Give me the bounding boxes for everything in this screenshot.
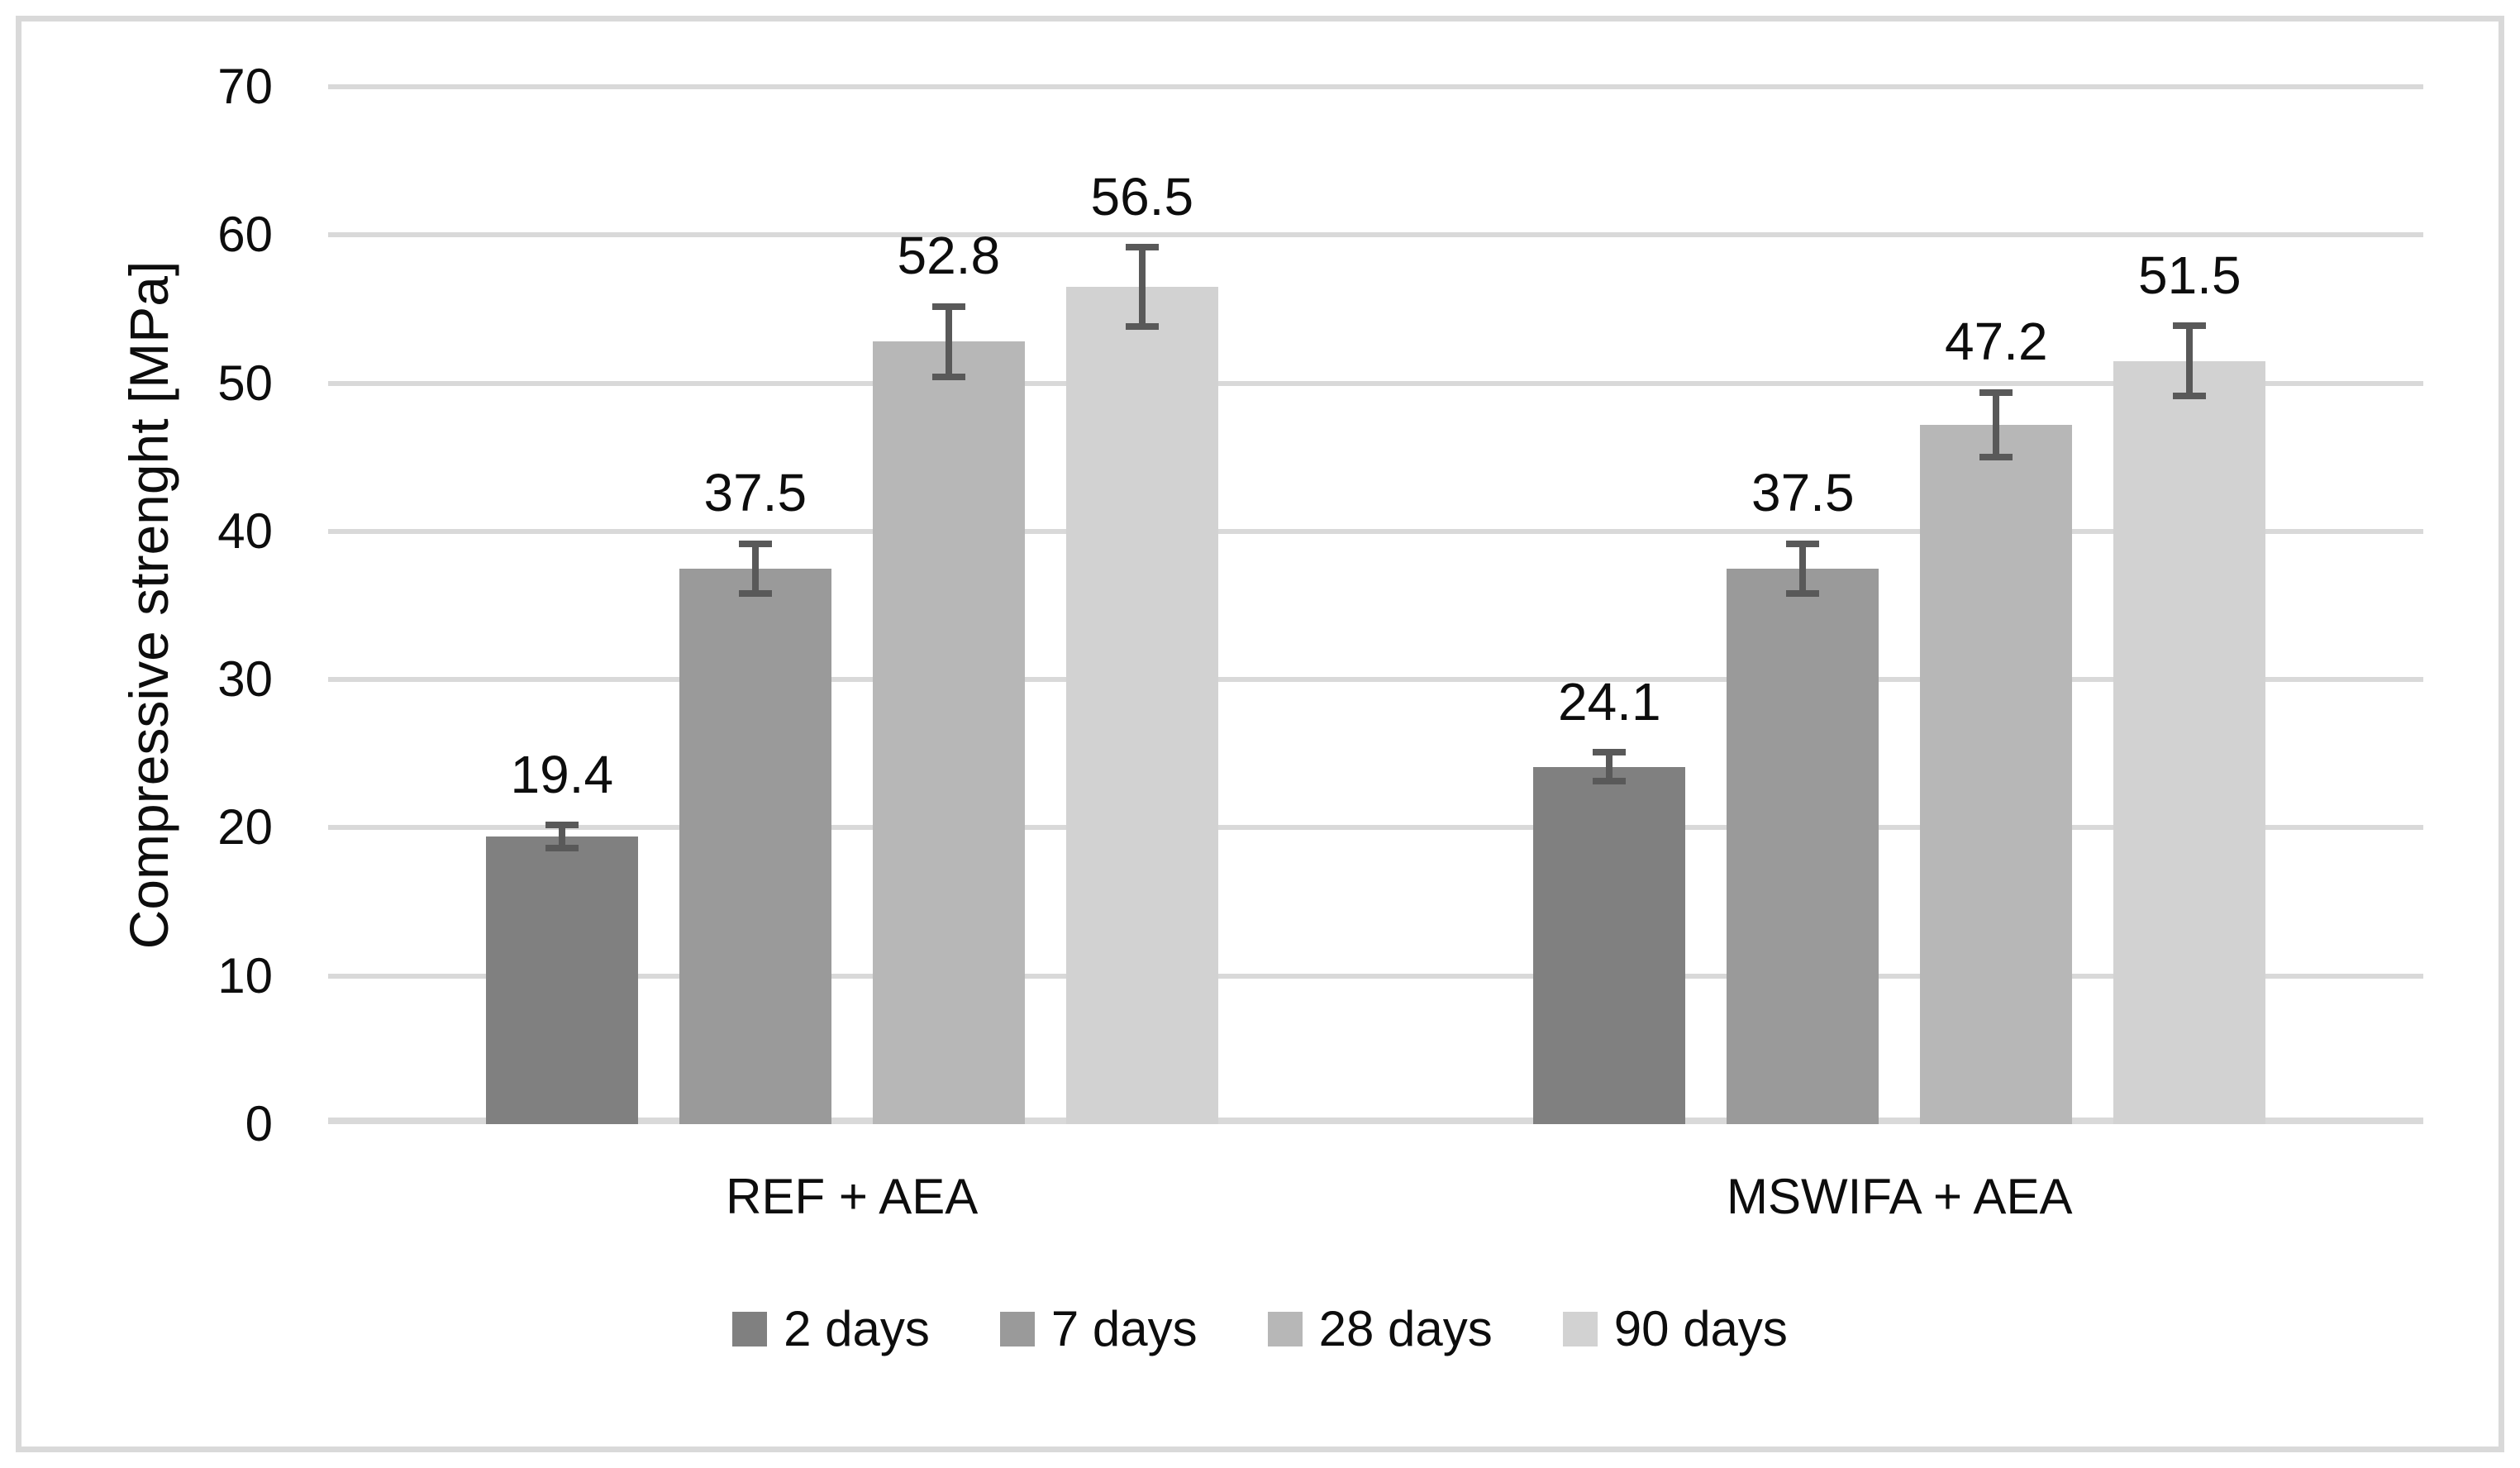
bar-value-label: 37.5 <box>1751 463 1855 523</box>
y-tick-label: 20 <box>217 799 273 856</box>
error-bar-stem <box>558 828 565 846</box>
bar-slot: 24.1 <box>1533 673 1686 1124</box>
figure-border <box>16 16 2504 1452</box>
legend-swatch-icon <box>732 1312 768 1346</box>
bar-7-days <box>1727 568 1879 1124</box>
bar-value-label: 37.5 <box>703 463 807 523</box>
bar-value-label: 52.8 <box>897 226 1001 286</box>
bar-90-days <box>2113 360 2266 1124</box>
error-bar <box>2173 322 2207 400</box>
category-label: MSWIFA + AEA <box>1727 1169 2073 1224</box>
bar-value-label: 47.2 <box>1944 312 2048 372</box>
bar-slot: 56.5 <box>1065 167 1218 1124</box>
legend-item-90-days: 90 days <box>1562 1301 1788 1356</box>
error-bar-stem <box>1606 755 1613 779</box>
bar-value-label: 24.1 <box>1557 672 1661 732</box>
error-bar-stem <box>2186 329 2194 393</box>
gridline <box>328 84 2423 89</box>
bar-value-label: 56.5 <box>1090 166 1194 226</box>
bar-slot: 37.5 <box>679 464 831 1124</box>
error-bar <box>931 303 965 380</box>
bar-90-days <box>1065 287 1218 1124</box>
bar-7-days <box>679 568 831 1124</box>
legend-label: 7 days <box>1050 1301 1198 1356</box>
gridline <box>328 380 2423 386</box>
category-label: REF + AEA <box>726 1169 979 1224</box>
x-axis-category-labels: REF + AEA MSWIFA + AEA <box>328 1167 2423 1227</box>
bar-slot: 52.8 <box>872 226 1025 1124</box>
error-bar-stem <box>1993 395 2000 454</box>
bar-28-days <box>1920 424 2073 1124</box>
y-tick-label: 50 <box>217 355 273 411</box>
gridline <box>328 677 2423 683</box>
error-bar <box>1786 540 1820 597</box>
bar-group-mswifa-aea: 24.1 37.5 47.2 51.5 <box>1376 87 2424 1124</box>
y-tick-label: 30 <box>217 651 273 708</box>
y-tick-label: 10 <box>217 947 273 1003</box>
error-bar <box>1125 244 1159 331</box>
error-bar <box>738 540 772 597</box>
legend-label: 28 days <box>1318 1301 1493 1356</box>
legend-swatch-icon <box>1562 1312 1598 1346</box>
bar-2-days <box>1533 766 1686 1124</box>
legend-item-7-days: 7 days <box>999 1301 1198 1356</box>
bar-2-days <box>485 836 638 1124</box>
error-bar-stem <box>751 546 759 590</box>
y-tick-label: 70 <box>217 59 273 114</box>
error-bar-stem <box>1138 250 1146 324</box>
error-bar-stem <box>945 309 952 374</box>
gridline <box>328 973 2423 979</box>
x-axis-line <box>328 1118 2423 1124</box>
bar-slot: 47.2 <box>1920 312 2073 1124</box>
bar-slot: 51.5 <box>2113 245 2266 1124</box>
bar-slot: 19.4 <box>485 745 638 1124</box>
bar-group-ref-aea: 19.4 37.5 52.8 56.5 <box>328 87 1376 1124</box>
error-bar-stem <box>1799 546 1807 590</box>
legend-item-28-days: 28 days <box>1267 1301 1493 1356</box>
error-bar <box>1593 749 1627 785</box>
gridline <box>328 825 2423 831</box>
error-bar <box>545 822 579 852</box>
bar-value-label: 19.4 <box>510 744 614 804</box>
bar-value-label: 51.5 <box>2137 245 2241 305</box>
legend-swatch-icon <box>999 1312 1035 1346</box>
error-bar <box>1979 388 2013 460</box>
legend-item-2-days: 2 days <box>732 1304 930 1354</box>
legend-swatch-icon <box>1267 1312 1303 1346</box>
y-tick-label: 60 <box>217 207 273 263</box>
gridline <box>328 528 2423 534</box>
legend-label: 90 days <box>1613 1301 1788 1356</box>
bar-28-days <box>872 341 1025 1124</box>
legend: 2 days 7 days 28 days 90 days <box>0 1304 2520 1354</box>
y-tick-label: 0 <box>245 1096 273 1151</box>
y-tick-label: 40 <box>217 503 273 559</box>
y-axis-tick-labels: 0 10 20 30 40 50 60 70 <box>99 0 273 1468</box>
legend-label: 2 days <box>784 1301 930 1356</box>
plot-area: 19.4 37.5 52.8 56.5 24.1 37.5 47.2 51.5 <box>328 84 2424 1124</box>
bar-slot: 37.5 <box>1727 464 1879 1124</box>
gridline <box>328 232 2423 238</box>
